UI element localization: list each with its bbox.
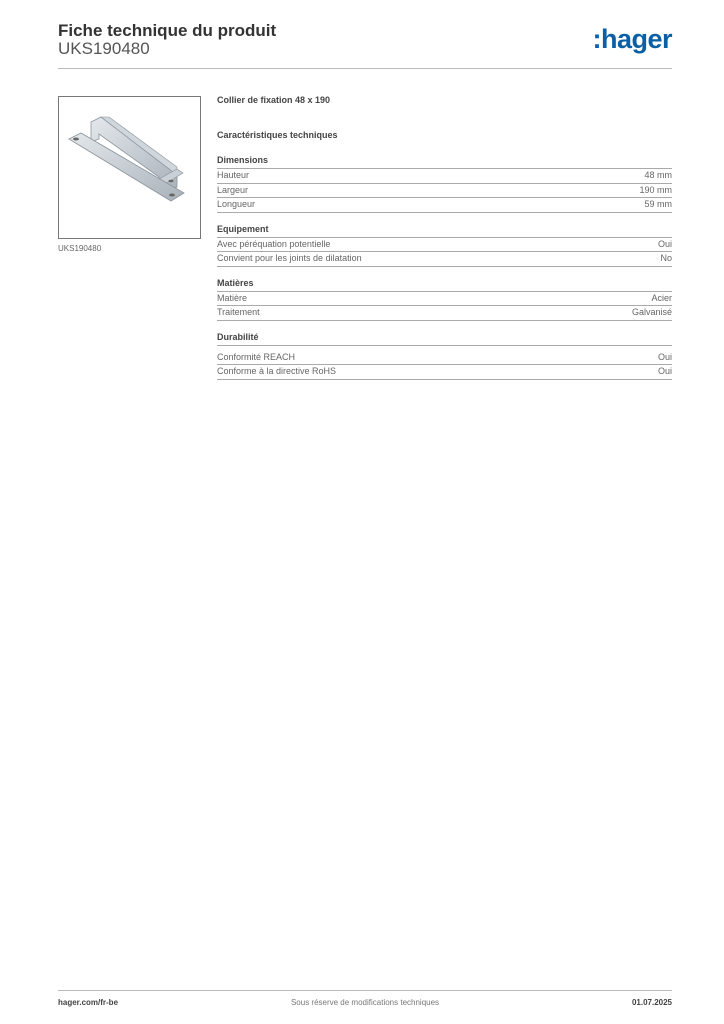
product-details: Collier de fixation 48 x 190 Caractérist… — [217, 95, 672, 380]
section-heading: Durabilité — [217, 332, 672, 346]
spec-row: Conforme à la directive RoHS Oui — [217, 365, 672, 380]
spec-label: Matière — [217, 292, 248, 303]
product-reference: UKS190480 — [58, 39, 150, 58]
spec-value: Acier — [651, 292, 672, 303]
image-caption: UKS190480 — [58, 244, 102, 253]
footer-divider — [58, 990, 672, 991]
spec-value: Oui — [657, 238, 672, 249]
spec-label: Traitement — [217, 307, 260, 317]
characteristics-heading: Caractéristiques techniques — [217, 130, 338, 140]
spec-row: Avec péréquation potentielle Oui — [217, 238, 672, 252]
spec-label: Longueur — [217, 199, 256, 209]
spec-label: Conformité REACH — [217, 351, 296, 362]
spec-value: 48 mm — [644, 170, 672, 180]
spec-value: Oui — [657, 351, 672, 362]
website-link[interactable]: hager.com/fr-be — [58, 998, 119, 1007]
spec-label: Conforme à la directive RoHS — [217, 366, 337, 376]
product-image — [58, 96, 201, 239]
header-divider — [58, 68, 672, 69]
spec-row: Matière Acier — [217, 292, 672, 306]
spec-label: Avec péréquation potentielle — [217, 238, 331, 249]
spec-row: Largeur 190 mm — [217, 184, 672, 198]
footer-date: 01.07.2025 — [631, 998, 672, 1007]
section-heading: Matières — [217, 278, 672, 292]
section-heading: Equipement — [217, 224, 672, 238]
product-name: Collier de fixation 48 x 190 — [217, 95, 331, 105]
spec-row: Convient pour les joints de dilatation No — [217, 252, 672, 267]
spec-value: Oui — [657, 366, 672, 376]
spec-label: Largeur — [217, 184, 249, 195]
spec-row: Conformité REACH Oui — [217, 351, 672, 365]
spec-row: Traitement Galvanisé — [217, 306, 672, 321]
spec-row: Hauteur 48 mm — [217, 169, 672, 184]
spec-label: Hauteur — [217, 170, 250, 180]
spec-value: 59 mm — [644, 199, 672, 209]
spec-value: Galvanisé — [631, 307, 672, 317]
footer-notice: Sous réserve de modifications techniques — [290, 998, 440, 1007]
spec-value: 190 mm — [639, 184, 672, 195]
page-title: Fiche technique du produit — [58, 21, 277, 40]
section-heading: Dimensions — [217, 155, 672, 169]
spec-sections: Dimensions Hauteur 48 mm Largeur 190 mm Longu… — [217, 155, 672, 380]
spec-label: Convient pour les joints de dilatation — [217, 253, 362, 263]
fixing-clamp-illustration — [68, 116, 185, 202]
spec-value: No — [660, 253, 672, 263]
spec-row: Longueur 59 mm — [217, 198, 672, 213]
hager-logo: :hager — [592, 24, 672, 54]
